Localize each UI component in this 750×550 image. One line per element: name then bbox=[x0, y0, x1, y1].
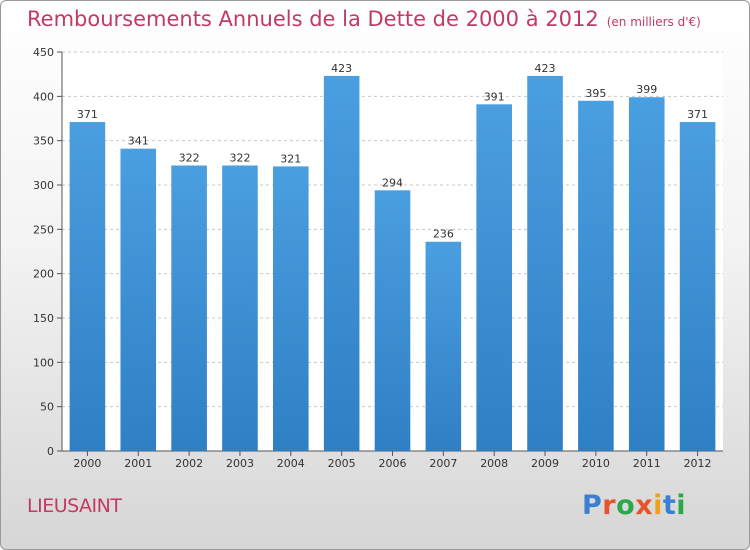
bar-value-label: 371 bbox=[77, 108, 98, 121]
chart-title: Remboursements Annuels de la Dette de 20… bbox=[27, 7, 701, 31]
x-tick-label: 2012 bbox=[684, 457, 712, 470]
bar bbox=[527, 75, 563, 451]
y-tick-label: 50 bbox=[40, 401, 54, 414]
y-tick-label: 0 bbox=[47, 445, 54, 458]
bar bbox=[628, 97, 665, 451]
bar-value-label: 322 bbox=[179, 151, 200, 164]
x-tick-label: 2011 bbox=[633, 457, 661, 470]
proxiti-logo: Proxiti bbox=[582, 490, 687, 521]
bar-value-label: 423 bbox=[331, 62, 352, 75]
bar-value-label: 371 bbox=[687, 108, 708, 121]
bar-value-label: 322 bbox=[229, 151, 250, 164]
chart-subtitle: (en milliers d'€) bbox=[606, 15, 701, 29]
x-tick-label: 2004 bbox=[277, 457, 305, 470]
commune-name: LIEUSAINT bbox=[27, 495, 122, 517]
bar bbox=[171, 165, 207, 451]
bar-value-label: 294 bbox=[382, 176, 403, 189]
bar-value-label: 399 bbox=[636, 83, 657, 96]
bar bbox=[425, 241, 462, 451]
y-tick-label: 450 bbox=[33, 46, 54, 59]
bar bbox=[476, 104, 512, 452]
y-tick-label: 200 bbox=[33, 268, 54, 281]
y-tick-label: 100 bbox=[33, 356, 54, 369]
x-tick-label: 2000 bbox=[73, 457, 101, 470]
y-tick-label: 350 bbox=[33, 135, 54, 148]
x-tick-label: 2010 bbox=[582, 457, 610, 470]
bar bbox=[374, 190, 411, 451]
bar-value-label: 236 bbox=[433, 228, 454, 241]
chart-title-text: Remboursements Annuels de la Dette de 20… bbox=[27, 7, 599, 31]
y-tick-label: 250 bbox=[33, 223, 54, 236]
y-tick-label: 300 bbox=[33, 179, 54, 192]
bar bbox=[578, 100, 614, 452]
bar-value-label: 321 bbox=[280, 152, 301, 165]
x-tick-label: 2003 bbox=[226, 457, 254, 470]
bar bbox=[323, 75, 360, 451]
bar bbox=[69, 122, 106, 452]
bar bbox=[222, 165, 258, 451]
y-tick-label: 150 bbox=[33, 312, 54, 325]
x-tick-label: 2002 bbox=[175, 457, 203, 470]
x-tick-label: 2006 bbox=[379, 457, 407, 470]
x-tick-label: 2007 bbox=[429, 457, 457, 470]
bar bbox=[120, 148, 157, 451]
bar bbox=[273, 166, 309, 451]
bar-value-label: 395 bbox=[585, 87, 606, 100]
x-tick-label: 2005 bbox=[328, 457, 356, 470]
bar-value-label: 341 bbox=[128, 135, 149, 148]
x-tick-label: 2008 bbox=[480, 457, 508, 470]
x-tick-label: 2009 bbox=[531, 457, 559, 470]
x-tick-label: 2001 bbox=[124, 457, 152, 470]
bar-value-label: 423 bbox=[535, 62, 556, 75]
bar bbox=[679, 122, 716, 452]
bar-value-label: 391 bbox=[484, 90, 505, 103]
y-tick-label: 400 bbox=[33, 90, 54, 103]
